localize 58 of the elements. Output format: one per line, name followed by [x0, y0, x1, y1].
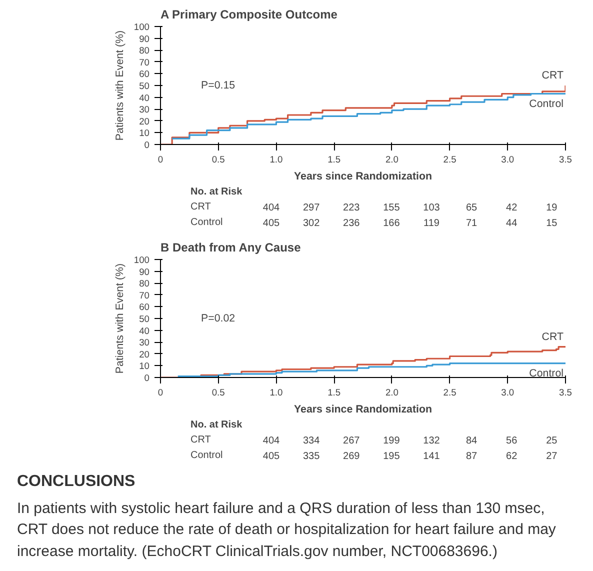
text: Control 405 335 269 195 141 87 62 27 — [190, 450, 558, 462]
y-tick-label: 10 — [139, 361, 150, 372]
x-tick-label: 2.0 — [385, 388, 398, 398]
y-tick-label: 50 — [139, 81, 150, 91]
series-label: Control — [529, 367, 564, 380]
x-tick-label: 1.5 — [328, 388, 341, 398]
x-tick-label: 3.5 — [559, 388, 572, 398]
y-tick-label: 80 — [139, 46, 150, 56]
x-tick-label: 3.5 — [559, 154, 572, 164]
x-axis-title: Years since Randomization — [294, 170, 432, 182]
y-tick-label: 60 — [139, 69, 150, 80]
text: CONCLUSIONS — [17, 472, 136, 492]
chart-title: B Death from Any Cause — [160, 240, 302, 254]
y-tick-label: 10 — [139, 128, 150, 138]
text: In patients with systolic heart failure and a QRS duration of less than 130 msec, CRT does not reduce the rate of death or hospitalization for heart failure and may increase mortality. (EchoCRT ClinicalTrials.gov number, NCT00683696.) — [17, 498, 557, 562]
y-tick-label: 20 — [139, 116, 150, 126]
y-tick-label: 70 — [139, 57, 150, 68]
x-tick-label: 2.5 — [443, 388, 456, 398]
series-label: CRT — [542, 330, 564, 343]
x-tick-label: 2.0 — [385, 154, 398, 164]
x-tick-label: 0 — [158, 154, 164, 164]
x-tick-label: 3.0 — [501, 154, 514, 164]
y-tick-label: 0 — [144, 140, 150, 150]
series-label: Control — [529, 98, 564, 110]
y-tick-label: 0 — [144, 373, 150, 383]
text: Control 405 302 236 166 119 71 44 15 — [190, 216, 558, 229]
annotation: P=0.02 — [201, 312, 236, 324]
y-tick-label: 50 — [139, 314, 150, 324]
y-tick-label: 40 — [139, 326, 150, 336]
series-label: CRT — [542, 70, 564, 82]
y-tick-label: 100 — [134, 22, 150, 32]
y-axis-title: Patients with Event (%) — [114, 263, 126, 374]
y-tick-label: 20 — [139, 349, 150, 360]
x-tick-label: 1.5 — [328, 154, 341, 164]
y-axis-title: Patients with Event (%) — [114, 30, 126, 141]
text: No. at Risk — [190, 419, 243, 430]
chart-title: A Primary Composite Outcome — [160, 8, 338, 22]
y-tick-label: 90 — [139, 266, 150, 277]
x-tick-label: 0.5 — [212, 154, 225, 164]
text: CRT 404 297 223 155 103 65 42 19 — [190, 202, 558, 214]
y-tick-label: 90 — [139, 34, 150, 44]
annotation: P=0.15 — [201, 79, 236, 92]
text: CRT 404 334 267 199 132 84 56 25 — [190, 434, 558, 447]
y-tick-label: 80 — [139, 278, 150, 289]
x-tick-label: 1.0 — [270, 154, 283, 164]
y-tick-label: 30 — [139, 104, 150, 115]
y-tick-label: 40 — [139, 92, 150, 103]
y-tick-label: 60 — [139, 302, 150, 312]
x-tick-label: 1.0 — [270, 388, 283, 398]
x-tick-label: 0.5 — [212, 388, 225, 398]
text: No. at Risk — [190, 186, 243, 198]
x-axis-title: Years since Randomization — [294, 404, 432, 416]
x-tick-label: 2.5 — [443, 154, 456, 164]
y-tick-label: 100 — [134, 255, 150, 265]
x-tick-label: 3.0 — [501, 388, 514, 398]
y-tick-label: 30 — [139, 338, 150, 348]
x-tick-label: 0 — [158, 388, 164, 398]
y-tick-label: 70 — [139, 290, 150, 300]
